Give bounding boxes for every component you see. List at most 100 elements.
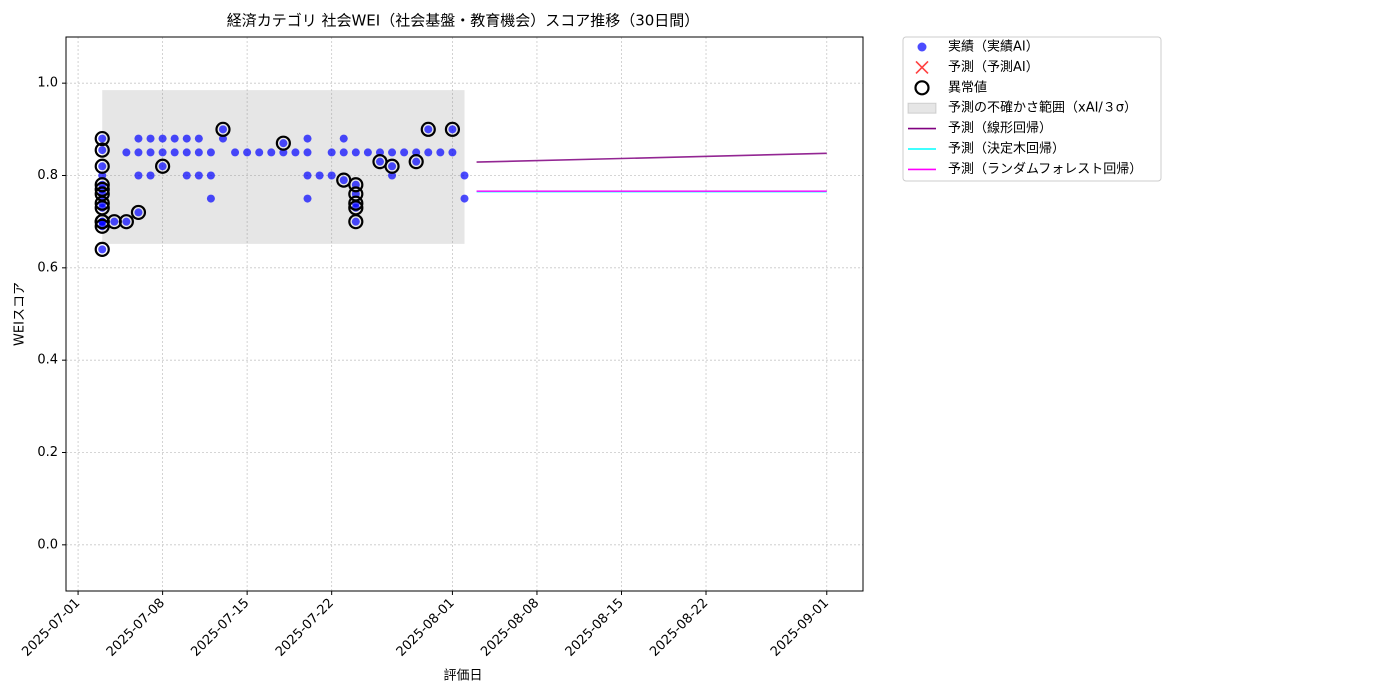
legend-symbol [907,102,937,114]
x-tick-label: 2025-07-08 [104,596,168,660]
y-tick-label: 1.0 [37,76,58,91]
point [134,208,143,217]
point [122,217,131,226]
x-tick-label: 2025-09-01 [768,596,832,660]
x-tick-label: 2025-08-22 [647,596,711,660]
point [182,134,191,143]
x-tick-label: 2025-07-22 [273,596,337,660]
anomaly-point [275,135,291,151]
y-axis-label: WEIスコア [13,282,28,346]
point [134,134,143,143]
point [460,171,469,180]
point [206,194,215,203]
anomaly-point [408,154,424,170]
point [424,125,433,134]
point [303,134,312,143]
legend-symbol [914,80,930,96]
point [182,148,191,157]
y-tick-label: 0.4 [37,353,58,368]
x-tick-label: 2025-08-15 [563,596,627,660]
point [315,171,324,180]
legend-label: 予測の不確かさ範囲（xAI/３σ） [948,100,1137,116]
forecast-line [476,152,827,163]
x-tick-label: 2025-08-08 [478,596,542,660]
point [98,146,107,155]
anomaly-point [215,121,231,137]
point [363,148,372,157]
point [158,148,167,157]
point [339,148,348,157]
point [460,194,469,203]
anomaly-point [348,214,364,230]
point [448,148,457,157]
point [424,148,433,157]
point [436,148,445,157]
point [218,125,227,134]
legend-label: 予測（線形回帰） [948,120,1052,136]
anomaly-point [384,158,400,174]
point [339,134,348,143]
x-tick-label: 2025-07-15 [188,596,252,660]
point [134,148,143,157]
point [170,148,179,157]
point [279,139,288,148]
point [98,134,107,143]
point [388,162,397,171]
point [255,148,264,157]
point [206,148,215,157]
legend-label: 予測（ランダムフォレスト回帰） [948,161,1142,177]
anomaly-point [348,177,364,193]
anomaly-point [94,177,110,193]
point [194,171,203,180]
anomaly-point [94,241,110,257]
point [303,171,312,180]
anomaly-point [130,204,147,221]
point [448,125,457,134]
legend-label: 実績（実績AI） [948,39,1039,55]
point [291,148,300,157]
legend-frame [902,36,1162,182]
anomaly-point [420,121,436,137]
legend-label: 予測（決定木回帰） [948,141,1065,157]
point [122,148,131,157]
chart-title: 経済カテゴリ 社会WEI（社会基盤・教育機会）スコア推移（30日間） [227,12,700,30]
anomaly-point [94,195,110,211]
point [194,134,203,143]
anomaly-point [94,142,110,158]
legend-label: 予測（予測AI） [948,60,1039,75]
point [158,134,167,143]
legend-symbol [917,42,927,52]
point [327,148,336,157]
legend-symbol [915,60,929,74]
point [267,148,276,157]
point [375,157,384,166]
point [351,217,360,226]
point [303,148,312,157]
point [146,171,155,180]
point [110,217,119,226]
anomaly-point [348,195,364,211]
point [182,171,191,180]
anomaly-point [444,121,461,137]
x-tick-label: 2025-07-01 [19,596,83,660]
point [98,245,107,254]
y-tick-label: 0.2 [37,445,58,460]
anomaly-point [155,158,171,174]
anomaly-point [118,214,134,230]
x-tick-label: 2025-08-01 [394,596,458,660]
point [231,148,240,157]
point [206,171,215,180]
point [146,134,155,143]
anomaly-point [94,130,110,147]
y-tick-label: 0.8 [37,168,58,183]
point [158,162,167,171]
plot-frame [65,36,864,592]
point [194,148,203,157]
anomaly-point [94,158,110,174]
point [146,148,155,157]
uncertainty-band [102,90,465,244]
point [327,171,336,180]
point [388,148,397,157]
point [400,148,409,157]
